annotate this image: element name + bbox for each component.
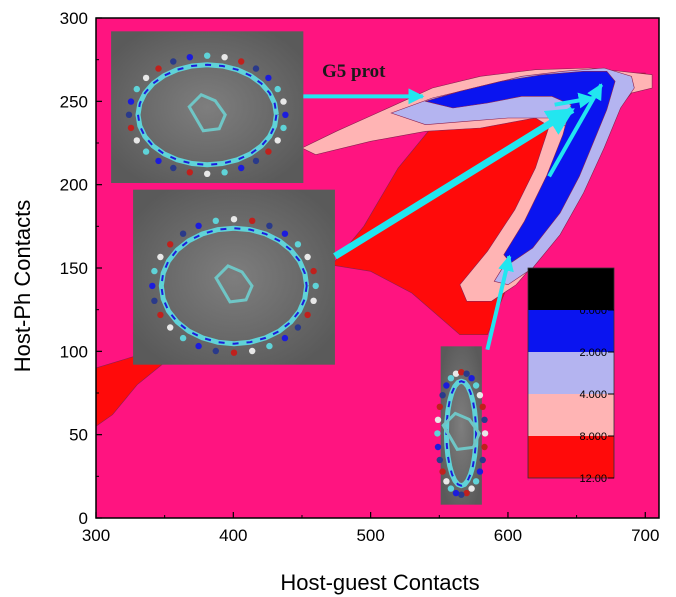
y-tick-label-2: 100 — [60, 342, 88, 361]
y-tick-label-1: 50 — [69, 426, 88, 445]
x-tick-label-1: 400 — [219, 526, 247, 545]
colorbar-label-4: 12.00 — [579, 473, 607, 485]
colorbar-label-3: 8.000 — [579, 431, 607, 443]
arrows — [303, 83, 604, 351]
arrow-3 — [554, 92, 595, 109]
y-axis-title: Host-Ph Contacts — [10, 200, 35, 372]
colorbar: 0.000 2.000 4.000 8.000 12.00 — [527, 267, 615, 485]
x-axis-title: Host-guest Contacts — [280, 570, 479, 595]
inset-top — [111, 31, 304, 184]
x-axis: 300 400 500 600 700 — [82, 512, 659, 545]
colorbar-swatch-2 — [528, 352, 614, 394]
x-tick-label-3: 600 — [494, 526, 522, 545]
x-tick-label-0: 300 — [82, 526, 110, 545]
arrow-4 — [485, 254, 514, 351]
y-tick-label-5: 250 — [60, 92, 88, 111]
colorbar-label-1: 2.000 — [579, 347, 607, 359]
colorbar-label-2: 4.000 — [579, 389, 607, 401]
annotation-label: G5 prot — [322, 61, 386, 82]
colorbar-swatch-3 — [528, 394, 614, 436]
x-tick-label-4: 700 — [631, 526, 659, 545]
colorbar-swatch-1 — [528, 310, 614, 352]
y-tick-label-4: 200 — [60, 176, 88, 195]
inset-middle — [133, 189, 335, 365]
y-tick-label-3: 150 — [60, 259, 88, 278]
y-tick-label-0: 0 — [79, 509, 88, 528]
x-tick-label-2: 500 — [356, 526, 384, 545]
molecule-insets — [111, 31, 489, 505]
y-axis: 0 50 100 150 200 250 300 — [60, 9, 102, 528]
arrow-1 — [333, 106, 575, 260]
colorbar-swatch-4 — [528, 436, 614, 478]
colorbar-swatch-0 — [528, 268, 614, 310]
y-tick-label-6: 300 — [60, 9, 88, 28]
colorbar-label-0: 0.000 — [579, 305, 607, 317]
inset-bottom — [434, 346, 489, 505]
